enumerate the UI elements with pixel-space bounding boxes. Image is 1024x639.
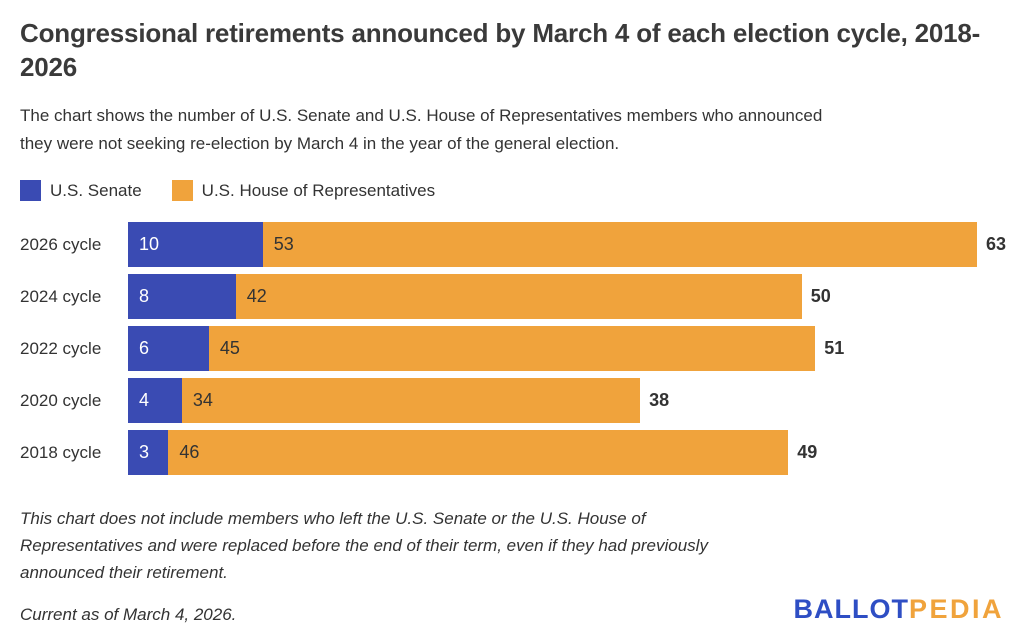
house-value-label: 53 bbox=[273, 234, 294, 254]
senate-bar-segment: 4 bbox=[128, 378, 182, 423]
logo-pedia-text: PEDIA bbox=[908, 594, 1004, 624]
house-bar-segment: 53 bbox=[262, 222, 977, 267]
legend-item-senate: U.S. Senate bbox=[20, 180, 142, 201]
senate-value-label: 10 bbox=[139, 234, 160, 254]
current-as-of-text: Current as of March 4, 2026. bbox=[20, 605, 237, 624]
bar-stack: 6 45 51 bbox=[128, 326, 844, 371]
senate-value-label: 6 bbox=[139, 338, 150, 358]
bar-row: 2024 cycle 8 42 50 bbox=[20, 274, 1004, 319]
bar-row-label: 2022 cycle bbox=[20, 338, 102, 358]
footer: Current as of March 4, 2026. BALLOTPEDIA bbox=[20, 594, 1004, 625]
senate-legend-label: U.S. Senate bbox=[50, 180, 142, 200]
logo-ballot-text: BALLOT bbox=[793, 594, 909, 624]
legend-item-house: U.S. House of Representatives bbox=[171, 180, 436, 201]
bar-row: 2020 cycle 4 34 38 bbox=[20, 378, 1004, 423]
senate-legend-swatch bbox=[20, 180, 41, 201]
bar-row-label: 2018 cycle bbox=[20, 442, 102, 462]
house-bar-segment: 34 bbox=[181, 378, 641, 423]
senate-bar-segment: 8 bbox=[128, 274, 236, 319]
chart-subtitle: The chart shows the number of U.S. Senat… bbox=[20, 106, 823, 153]
house-value-label: 34 bbox=[192, 390, 213, 410]
ballotpedia-logo: BALLOTPEDIA bbox=[793, 594, 1004, 625]
bar-row: 2026 cycle 10 53 63 bbox=[20, 222, 1006, 267]
bar-row: 2018 cycle 3 46 49 bbox=[20, 430, 1004, 475]
chart-footnote: This chart does not include members who … bbox=[20, 509, 708, 582]
page-title: Congressional retirements announced by M… bbox=[20, 18, 981, 82]
total-value-label: 50 bbox=[810, 286, 831, 306]
bar-row-label: 2020 cycle bbox=[20, 390, 102, 410]
senate-bar-segment: 6 bbox=[128, 326, 209, 371]
senate-bar-segment: 3 bbox=[128, 430, 169, 475]
bar-stack: 10 53 63 bbox=[128, 222, 1006, 267]
total-value-label: 63 bbox=[985, 234, 1007, 254]
total-value-label: 38 bbox=[649, 390, 670, 410]
chart-legend: U.S. Senate U.S. House of Representative… bbox=[20, 180, 1004, 201]
plot-area: 2026 cycle 10 53 63 2024 cycle 8 42 50 2… bbox=[20, 222, 1006, 475]
bar-stack: 8 42 50 bbox=[128, 274, 831, 319]
bar-stack: 3 46 49 bbox=[128, 430, 817, 475]
house-legend-swatch bbox=[171, 180, 193, 201]
bar-stack: 4 34 38 bbox=[128, 378, 669, 423]
bar-row: 2022 cycle 6 45 51 bbox=[20, 326, 1004, 371]
bar-row-label: 2024 cycle bbox=[20, 286, 102, 306]
total-value-label: 51 bbox=[824, 338, 845, 358]
total-value-label: 49 bbox=[797, 442, 818, 462]
stacked-bar-chart: 2026 cycle 10 53 63 2024 cycle 8 42 50 2… bbox=[20, 222, 1006, 475]
senate-value-label: 8 bbox=[139, 286, 150, 306]
house-value-label: 42 bbox=[246, 286, 267, 306]
house-bar-segment: 45 bbox=[208, 326, 816, 371]
senate-value-label: 3 bbox=[139, 442, 150, 462]
house-value-label: 46 bbox=[179, 442, 200, 462]
house-value-label: 45 bbox=[219, 338, 240, 358]
house-bar-segment: 46 bbox=[168, 430, 789, 475]
senate-value-label: 4 bbox=[139, 390, 150, 410]
house-bar-segment: 42 bbox=[235, 274, 802, 319]
senate-bar-segment: 10 bbox=[128, 222, 263, 267]
house-legend-label: U.S. House of Representatives bbox=[201, 180, 436, 200]
bar-row-label: 2026 cycle bbox=[20, 234, 102, 254]
